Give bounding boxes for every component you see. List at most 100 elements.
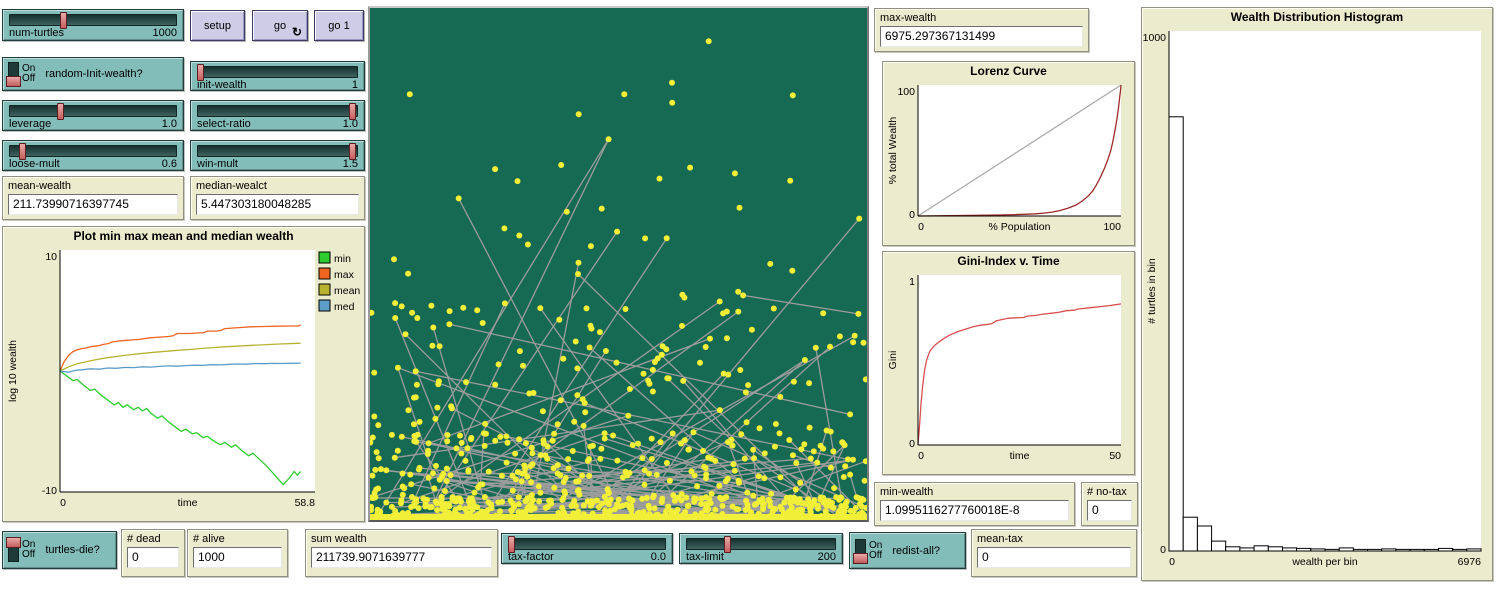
lorenz-curve-canvas: 100 00 100 % Population % total Wealth (887, 84, 1122, 233)
svg-text:100: 100 (1103, 221, 1121, 233)
min-wealth-monitor-value: 1.0995116277760018E-8 (880, 500, 1069, 521)
tax-factor-slider[interactable]: tax-factor 0.0 (501, 533, 673, 564)
go-once-button[interactable]: go 1 (314, 10, 364, 41)
num-turtles-slider-track[interactable] (9, 12, 177, 29)
svg-text:0: 0 (1169, 556, 1175, 568)
svg-text:58.8: 58.8 (295, 497, 316, 509)
loose-mult-value: 0.6 (161, 158, 177, 170)
go-button-label: go (273, 19, 287, 32)
tax-factor-value: 0.0 (650, 551, 666, 563)
redist-all-toggle[interactable] (853, 538, 868, 564)
random-init-wealth-switch[interactable]: On Off random-Init-wealth? (2, 57, 184, 91)
svg-text:0: 0 (60, 497, 66, 509)
no-tax-monitor-label: # no-tax (1087, 486, 1127, 498)
sum-wealth-monitor-value: 211739.9071639777 (311, 547, 492, 568)
world-view (367, 6, 870, 522)
tax-factor-slider-handle[interactable] (508, 536, 516, 553)
win-mult-slider[interactable]: win-mult 1.5 (190, 140, 365, 171)
on-off-labels: On Off (22, 539, 36, 560)
max-wealth-monitor-label: max-wealth (880, 12, 937, 24)
mean-wealth-monitor: mean-wealth 211.73990716397745 (2, 176, 184, 220)
lorenz-curve-title: Lorenz Curve (970, 64, 1047, 78)
svg-text:0: 0 (909, 438, 915, 450)
init-wealth-slider-handle[interactable] (197, 64, 205, 81)
min-wealth-monitor: min-wealth 1.0995116277760018E-8 (874, 482, 1075, 526)
svg-text:-10: -10 (42, 485, 57, 497)
mean-wealth-monitor-label: mean-wealth (8, 180, 71, 192)
turtles-die-switch[interactable]: On Off turtles-die? (2, 531, 117, 569)
init-wealth-label: init-wealth (197, 79, 247, 91)
redist-all-switch[interactable]: On Off redist-all? (849, 532, 966, 569)
setup-button[interactable]: setup (190, 10, 245, 41)
toggle-knob[interactable] (853, 552, 868, 564)
svg-text:0: 0 (918, 450, 924, 462)
on-off-labels: On Off (22, 63, 36, 84)
redist-all-label: redist-all? (892, 544, 941, 557)
svg-text:10: 10 (45, 251, 57, 263)
svg-text:mean: mean (334, 285, 360, 297)
max-wealth-monitor-value: 6975.297367131499 (880, 26, 1083, 47)
svg-text:med: med (334, 301, 355, 313)
sum-wealth-monitor: sum wealth 211739.9071639777 (305, 529, 498, 577)
loose-mult-slider-track[interactable] (9, 143, 177, 160)
leverage-slider[interactable]: leverage 1.0 (2, 100, 184, 131)
init-wealth-slider[interactable]: init-wealth 1 (190, 61, 365, 91)
max-wealth-monitor: max-wealth 6975.297367131499 (874, 8, 1089, 52)
toggle-knob[interactable] (6, 537, 21, 548)
lorenz-curve-panel: Lorenz Curve 100 0 0 100 % Population % total… (882, 61, 1135, 246)
gini-index-canvas: 1 00 50 time Gini (887, 275, 1121, 462)
wealth-stats-plot-title: Plot min max mean and median wealth (73, 229, 294, 243)
svg-text:% Population: % Population (989, 221, 1051, 233)
leverage-slider-handle[interactable] (56, 103, 64, 120)
setup-button-label: setup (204, 19, 231, 32)
alive-monitor-label: # alive (193, 533, 225, 545)
wealth-stats-plot-canvas: 10 -100 58.8 time log 10 wealth min max mean med (7, 250, 360, 509)
leverage-slider-track[interactable] (9, 103, 177, 120)
alive-monitor-value: 1000 (193, 547, 282, 568)
svg-text:1000: 1000 (1143, 32, 1166, 44)
dead-monitor-value: 0 (127, 547, 179, 568)
random-init-wealth-toggle[interactable] (6, 62, 21, 87)
tax-factor-label: tax-factor (508, 551, 554, 563)
sum-wealth-monitor-label: sum wealth (311, 533, 367, 545)
tax-limit-slider[interactable]: tax-limit 200 (679, 533, 843, 564)
init-wealth-value: 1 (351, 79, 358, 91)
loose-mult-label: loose-mult (9, 158, 60, 170)
go-once-button-label: go 1 (328, 19, 350, 32)
tax-limit-value: 200 (817, 551, 836, 563)
tax-factor-slider-track[interactable] (508, 536, 666, 553)
gini-index-title: Gini-Index v. Time (957, 254, 1060, 268)
gini-index-panel: Gini-Index v. Time 1 0 0 50 time Gini (882, 251, 1135, 475)
mean-tax-monitor: mean-tax 0 (971, 529, 1137, 577)
win-mult-slider-track[interactable] (197, 143, 358, 160)
select-ratio-slider[interactable]: select-ratio 1.0 (190, 100, 365, 131)
select-ratio-slider-handle[interactable] (349, 103, 357, 120)
tax-limit-slider-handle[interactable] (723, 536, 731, 553)
svg-text:% total Wealth: % total Wealth (887, 117, 899, 185)
svg-text:50: 50 (1109, 450, 1121, 462)
leverage-value: 1.0 (161, 118, 177, 130)
turtles-die-toggle[interactable] (6, 537, 21, 562)
win-mult-slider-handle[interactable] (349, 143, 357, 160)
loose-mult-slider[interactable]: loose-mult 0.6 (2, 140, 184, 171)
svg-text:100: 100 (897, 86, 915, 98)
turtles-die-label: turtles-die? (45, 544, 100, 556)
wealth-histogram-panel: Wealth Distribution Histogram 1000 0 0 6976… (1141, 7, 1493, 581)
svg-text:1: 1 (909, 276, 915, 288)
init-wealth-slider-track[interactable] (197, 64, 358, 81)
svg-text:Gini: Gini (887, 351, 899, 370)
min-wealth-monitor-label: min-wealth (880, 486, 934, 498)
num-turtles-slider-handle[interactable] (60, 12, 68, 29)
loose-mult-slider-handle[interactable] (18, 143, 26, 160)
median-wealct-monitor-label: median-wealct (196, 180, 267, 192)
svg-text:time: time (178, 497, 198, 509)
select-ratio-slider-track[interactable] (197, 103, 358, 120)
random-init-wealth-label: random-Init-wealth? (45, 68, 143, 80)
toggle-knob[interactable] (6, 76, 21, 87)
leverage-label: leverage (9, 118, 52, 130)
num-turtles-value: 1000 (152, 27, 177, 39)
num-turtles-slider[interactable]: num-turtles 1000 (2, 9, 184, 41)
tax-limit-slider-track[interactable] (686, 536, 836, 553)
go-button[interactable]: go ↻ (252, 10, 308, 41)
